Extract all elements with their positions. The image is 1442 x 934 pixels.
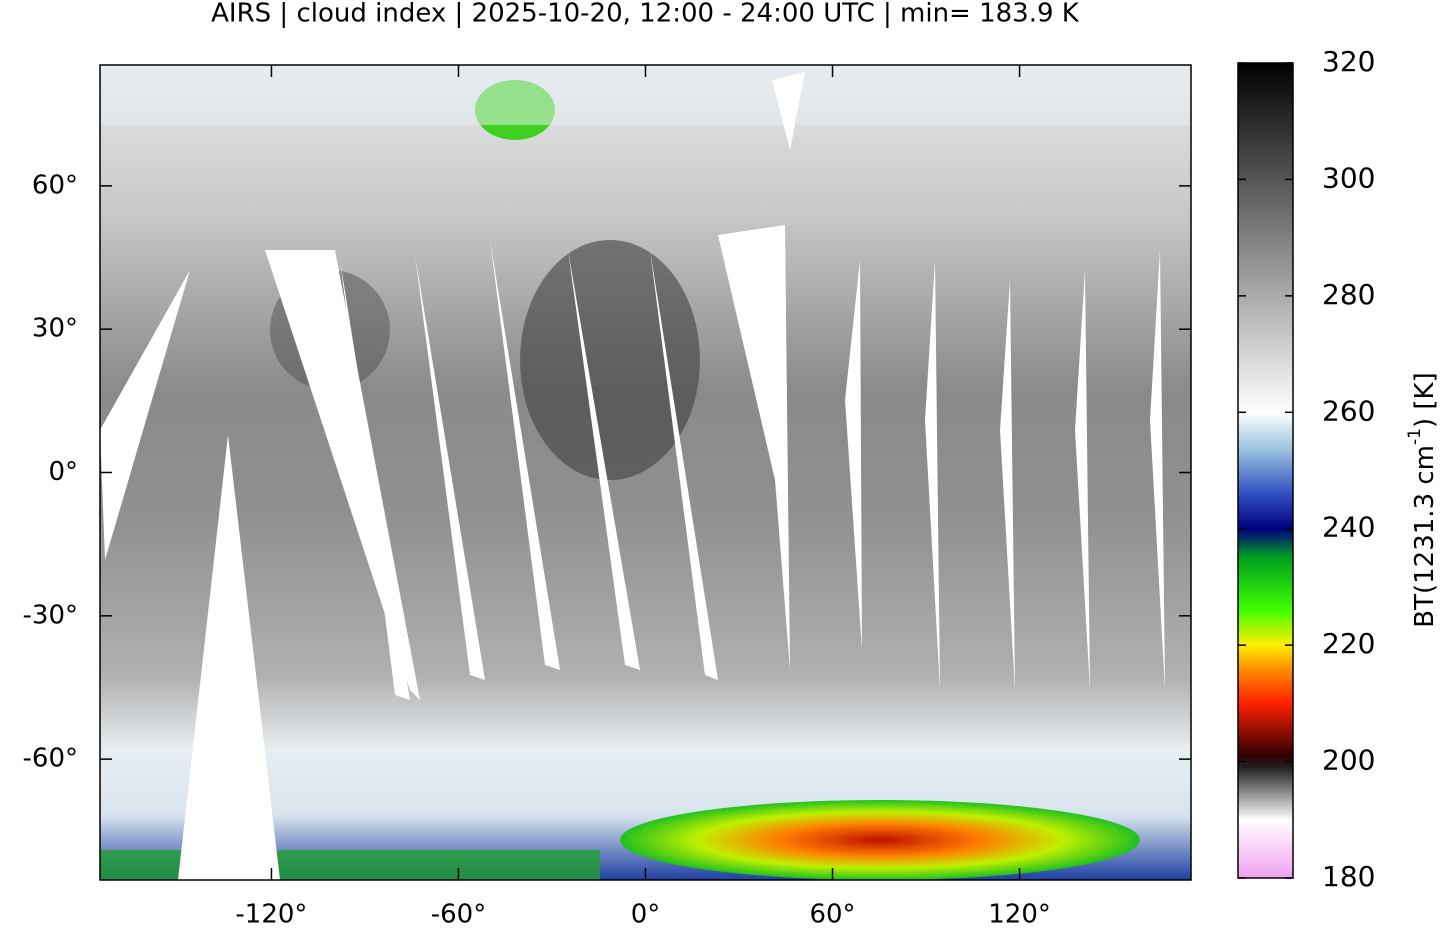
swath-gap [265, 250, 420, 700]
swath-gap [100, 270, 190, 560]
swath-gaps [100, 72, 1165, 880]
dark-region [520, 240, 700, 480]
antarctic-cloud [620, 800, 1140, 880]
colorbar-tick-label: 300 [1322, 161, 1375, 194]
swath-gap [178, 435, 280, 880]
colorbar-tick-label: 280 [1322, 278, 1375, 311]
swath-gap [490, 240, 560, 670]
title: AIRS | cloud index | 2025-10-20, 12:00 -… [211, 0, 1080, 29]
y-tick-label: -30° [23, 600, 78, 630]
colorbar-label-sup: -1 [1405, 428, 1425, 445]
colorbar-tick-label: 220 [1322, 627, 1375, 660]
x-tick-label: 60° [809, 900, 855, 930]
y-tick-label: 30° [32, 314, 78, 344]
x-tick-label: -60° [431, 900, 486, 930]
colorbar-tick-label: 320 [1322, 45, 1375, 78]
swath-gap [568, 250, 640, 670]
swath-gap [415, 255, 485, 680]
swath-gap [650, 250, 718, 680]
colorbar [1237, 62, 1294, 879]
map-image [100, 65, 1191, 880]
swath-gap [1000, 280, 1015, 690]
x-tick-label: 0° [631, 900, 661, 930]
swath-gap [718, 225, 790, 670]
y-tick-label: 60° [32, 170, 78, 200]
swath-gap [340, 260, 410, 700]
y-tick-label: 0° [48, 457, 78, 487]
colorbar-label-end: ) [K] [1410, 372, 1440, 428]
colorbar-tick-label: 240 [1322, 511, 1375, 544]
x-tick-label: 120° [988, 900, 1051, 930]
swath-gap [1075, 270, 1090, 690]
swath-gap [845, 260, 862, 650]
colorbar-tick-label: 260 [1322, 394, 1375, 427]
colorbar-label-main: BT(1231.3 cm [1410, 445, 1440, 628]
colorbar-label: BT(1231.3 cm-1) [K] [1405, 372, 1440, 627]
y-tick-label: -60° [23, 744, 78, 774]
x-tick-label: -120° [235, 900, 307, 930]
colorbar-tick-label: 200 [1322, 744, 1375, 777]
swath-gap [1150, 250, 1165, 690]
antarctic-cloud [100, 850, 600, 880]
colorbar-tick-label: 180 [1322, 860, 1375, 893]
swath-gap [925, 260, 940, 690]
swath-gap [772, 72, 805, 150]
